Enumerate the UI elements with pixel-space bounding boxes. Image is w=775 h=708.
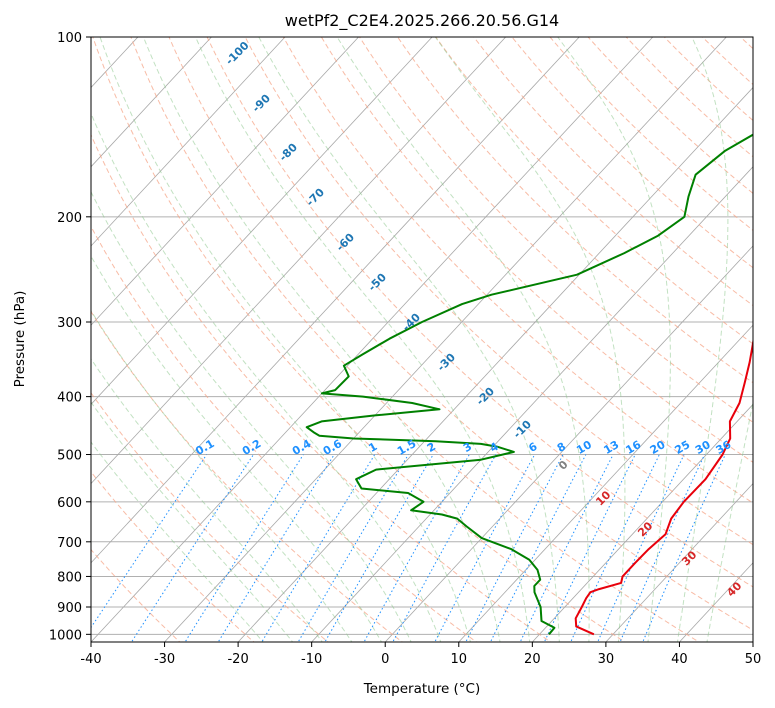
x-axis-ticks: -40 -30 -20 -10 0 10 20 30 40 50: [80, 642, 761, 667]
mixing-ratio-line: [489, 454, 587, 642]
mixing-ratio-line: [434, 454, 536, 642]
mixing-ratio-line: [642, 454, 726, 642]
y-tick-label: 300: [57, 316, 82, 331]
isotherm-line: [91, 37, 359, 326]
x-axis-label: Temperature (°C): [363, 681, 481, 697]
moist-adiabat-line: [91, 309, 353, 642]
chart-title: wetPf2_C2E4.2025.266.20.56.G14: [285, 11, 559, 31]
y-tick-label: 200: [57, 211, 82, 226]
isotherm-line: [237, 86, 753, 642]
sounding-series: [305, 133, 753, 636]
moist-adiabat-line: [557, 37, 671, 642]
mixing-ratio-line: [363, 454, 470, 642]
dry-adiabat-line: [206, 37, 753, 588]
isotherm-line: [384, 245, 753, 642]
moist-adiabat-line: [434, 37, 626, 642]
x-tick-label: -40: [80, 652, 101, 667]
y-tick-label: 900: [57, 601, 82, 616]
dry-adiabat-line: [91, 471, 255, 642]
moist-adiabat-line: [99, 37, 472, 642]
isotherm-line: [311, 166, 753, 642]
isotherm-line: [532, 403, 753, 642]
moist-adiabat-line: [258, 37, 560, 642]
dry-adiabat-line: [91, 310, 404, 642]
dry-adiabat-line: [92, 37, 626, 642]
plot-frame: [90, 36, 754, 643]
moist-adiabat-line: [676, 37, 729, 642]
moist-adiabat-line: [91, 357, 323, 642]
mixing-ratio-line: [619, 454, 706, 642]
y-tick-label: 400: [57, 391, 82, 406]
isotherm-line: [91, 37, 580, 564]
mixing-ratio-line: [130, 454, 254, 642]
x-tick-label: -20: [227, 652, 248, 667]
isotherm-line: [164, 37, 727, 642]
moist-adiabat-line: [91, 255, 383, 642]
mixing-ratio-line: [392, 454, 497, 642]
mixing-ratio-line: [217, 454, 335, 642]
isotherm-line: [91, 37, 212, 168]
x-tick-label: -30: [154, 652, 175, 667]
y-axis-label: Pressure (hPa): [12, 291, 28, 388]
moist-adiabat-line: [91, 441, 264, 642]
isotherm-line: [605, 482, 753, 642]
x-tick-label: 40: [671, 652, 688, 667]
dry-adiabat-line: [473, 37, 753, 307]
temperature-profile-line: [574, 337, 753, 636]
x-tick-label: 50: [745, 652, 762, 667]
x-tick-label: 10: [451, 652, 468, 667]
dry-adiabat-line: [91, 548, 181, 642]
x-tick-label: -10: [301, 652, 322, 667]
y-tick-label: 500: [57, 449, 82, 464]
mixing-ratio-line: [91, 454, 208, 629]
dry-adiabat-line: [91, 133, 552, 642]
moist-adiabat-line: [336, 37, 590, 642]
y-tick-label: 100: [57, 31, 82, 46]
dry-adiabat-line: [282, 37, 753, 504]
x-tick-label: 30: [598, 652, 615, 667]
isotherm-line: [458, 324, 753, 642]
y-tick-label: 1000: [49, 628, 82, 643]
moist-adiabat-line: [142, 37, 501, 642]
moist-adiabat-line: [706, 399, 753, 642]
y-axis-ticks: 100 200 300 400 500 600 700 800 900 1000: [49, 31, 91, 643]
x-tick-label: 0: [381, 652, 389, 667]
isotherm-line: [91, 37, 506, 485]
isotherm-line: [91, 37, 433, 405]
mixing-ratio-line: [465, 454, 564, 642]
dry-adiabat-line: [130, 37, 700, 642]
background-lines: [91, 37, 753, 642]
y-tick-label: 700: [57, 536, 82, 551]
isotherm-line: [91, 37, 654, 642]
y-tick-label: 800: [57, 570, 82, 585]
dry-adiabat-line: [168, 37, 753, 631]
dry-adiabat-line: [91, 391, 329, 642]
x-tick-label: 20: [524, 652, 541, 667]
y-tick-label: 600: [57, 496, 82, 511]
dewpoint-profile-line: [305, 133, 753, 635]
moist-adiabat-line: [195, 37, 531, 642]
